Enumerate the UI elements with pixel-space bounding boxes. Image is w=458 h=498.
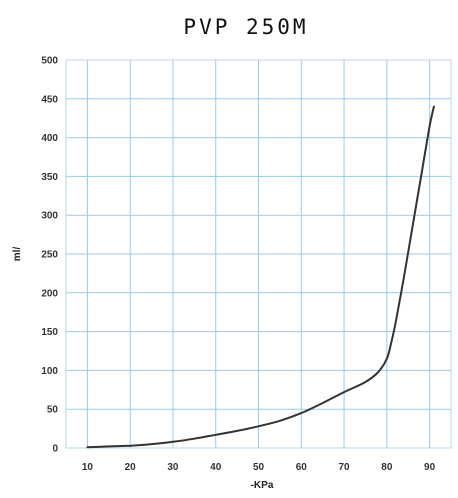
x-tick-label: 80 xyxy=(381,462,393,473)
x-tick-label: 10 xyxy=(82,462,94,473)
x-tick-label: 20 xyxy=(125,462,137,473)
x-axis-label: -KPa xyxy=(251,480,274,491)
y-tick-label: 400 xyxy=(41,133,58,144)
y-tick-label: 0 xyxy=(52,444,58,455)
chart-title: PVP 250M xyxy=(183,15,308,39)
series-group xyxy=(86,105,435,449)
y-tick-label: 150 xyxy=(41,327,58,338)
x-tick-label: 60 xyxy=(296,462,308,473)
y-tick-label: 250 xyxy=(41,250,58,261)
y-tick-label: 50 xyxy=(47,405,59,416)
x-tick-label: 30 xyxy=(167,462,179,473)
grid xyxy=(66,59,451,449)
y-tick-labels: 0 50 100 150 200 250 300 350 400 450 500 xyxy=(41,56,58,455)
y-tick-label: 350 xyxy=(41,172,58,183)
plot-frame xyxy=(65,59,452,449)
y-tick-label: 500 xyxy=(41,56,58,67)
y-axis-label: ml/ xyxy=(12,247,23,262)
y-tick-label: 450 xyxy=(41,94,58,105)
x-tick-label: 90 xyxy=(424,462,436,473)
x-tick-label: 40 xyxy=(210,462,222,473)
x-tick-labels: 10 20 30 40 50 60 70 80 90 xyxy=(82,462,436,473)
y-tick-label: 100 xyxy=(41,366,58,377)
y-tick-label: 300 xyxy=(41,211,58,222)
x-tick-label: 50 xyxy=(253,462,265,473)
series-line xyxy=(86,105,435,449)
y-tick-label: 200 xyxy=(41,288,58,299)
x-tick-label: 70 xyxy=(338,462,350,473)
